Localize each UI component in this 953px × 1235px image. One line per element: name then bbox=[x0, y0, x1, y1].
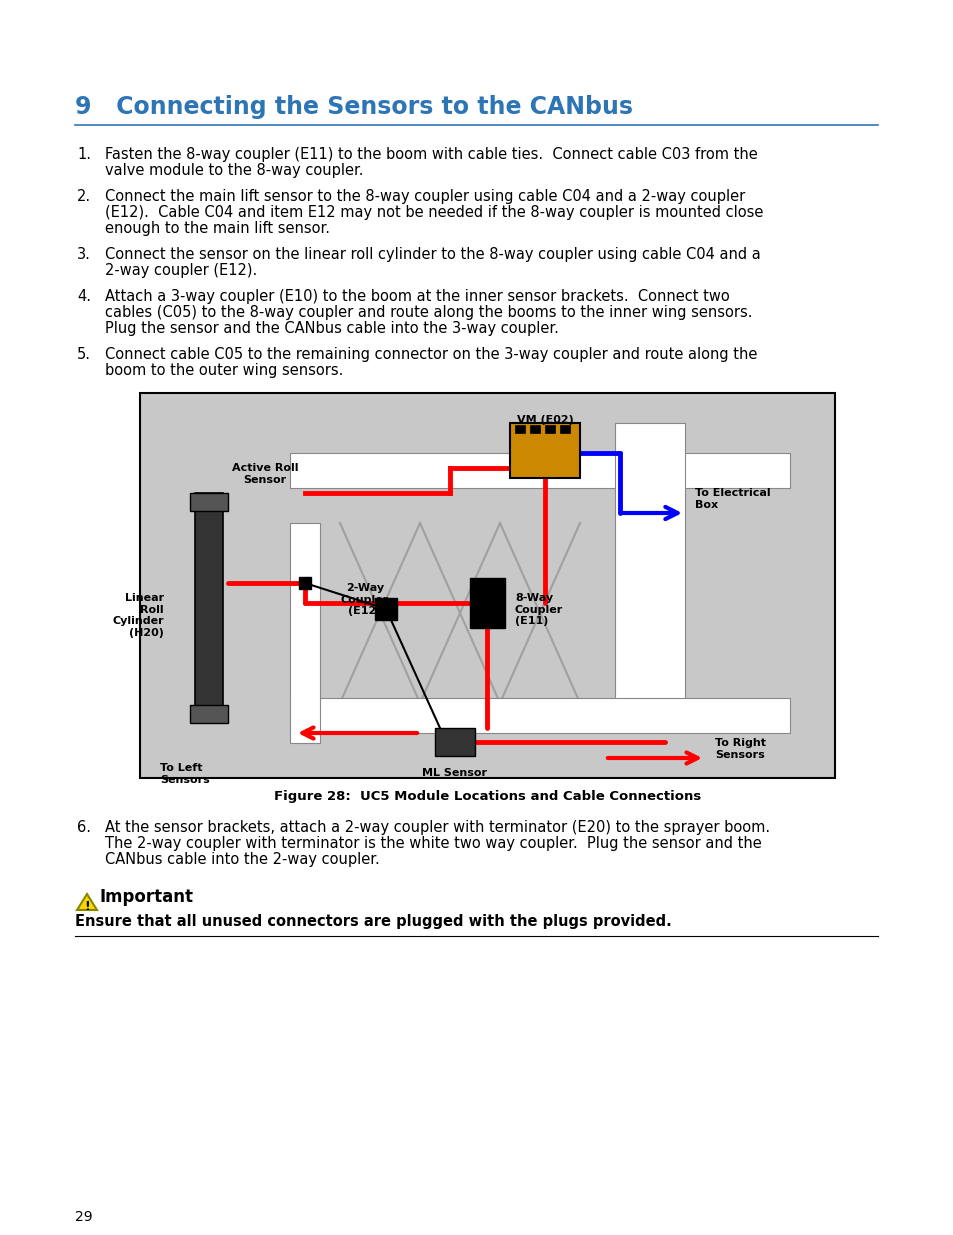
Bar bbox=[194, 493, 223, 722]
Bar bbox=[190, 705, 228, 722]
Text: Important: Important bbox=[100, 888, 193, 906]
Text: CANbus cable into the 2-way coupler.: CANbus cable into the 2-way coupler. bbox=[105, 852, 379, 867]
Text: To Right
Sensors: To Right Sensors bbox=[714, 739, 765, 760]
Text: 9   Connecting the Sensors to the CANbus: 9 Connecting the Sensors to the CANbus bbox=[75, 95, 633, 119]
Bar bbox=[615, 424, 684, 713]
Polygon shape bbox=[77, 894, 97, 910]
Text: 4.: 4. bbox=[77, 289, 91, 304]
Text: Figure 28:  UC5 Module Locations and Cable Connections: Figure 28: UC5 Module Locations and Cabl… bbox=[274, 790, 700, 803]
Text: 5.: 5. bbox=[77, 347, 91, 362]
Text: Ensure that all unused connectors are plugged with the plugs provided.: Ensure that all unused connectors are pl… bbox=[75, 914, 671, 929]
Text: 2-way coupler (E12).: 2-way coupler (E12). bbox=[105, 263, 257, 278]
Text: Attach a 3-way coupler (E10) to the boom at the inner sensor brackets.  Connect : Attach a 3-way coupler (E10) to the boom… bbox=[105, 289, 729, 304]
Text: Fasten the 8-way coupler (E11) to the boom with cable ties.  Connect cable C03 f: Fasten the 8-way coupler (E11) to the bo… bbox=[105, 147, 757, 162]
Bar bbox=[375, 598, 396, 620]
Text: Plug the sensor and the CANbus cable into the 3-way coupler.: Plug the sensor and the CANbus cable int… bbox=[105, 321, 558, 336]
Text: To Electrical
Box: To Electrical Box bbox=[695, 488, 770, 510]
Text: The 2-way coupler with terminator is the white two way coupler.  Plug the sensor: The 2-way coupler with terminator is the… bbox=[105, 836, 760, 851]
Text: 29: 29 bbox=[75, 1210, 92, 1224]
Text: Linear
Roll
Cylinder
(H20): Linear Roll Cylinder (H20) bbox=[112, 593, 164, 637]
Bar bbox=[544, 425, 555, 433]
Bar bbox=[510, 424, 579, 478]
Text: enough to the main lift sensor.: enough to the main lift sensor. bbox=[105, 221, 330, 236]
Bar bbox=[140, 393, 834, 778]
Text: boom to the outer wing sensors.: boom to the outer wing sensors. bbox=[105, 363, 343, 378]
Text: VM (E02): VM (E02) bbox=[517, 415, 573, 425]
Text: Active Roll
Sensor: Active Roll Sensor bbox=[232, 463, 298, 484]
Text: valve module to the 8-way coupler.: valve module to the 8-way coupler. bbox=[105, 163, 363, 178]
Bar bbox=[435, 727, 475, 756]
Bar bbox=[559, 425, 569, 433]
Bar bbox=[515, 425, 524, 433]
Bar bbox=[290, 698, 789, 734]
Text: (E12).  Cable C04 and item E12 may not be needed if the 8-way coupler is mounted: (E12). Cable C04 and item E12 may not be… bbox=[105, 205, 762, 220]
Bar bbox=[530, 425, 539, 433]
Text: Connect cable C05 to the remaining connector on the 3-way coupler and route alon: Connect cable C05 to the remaining conne… bbox=[105, 347, 757, 362]
Text: Connect the sensor on the linear roll cylinder to the 8-way coupler using cable : Connect the sensor on the linear roll cy… bbox=[105, 247, 760, 262]
Text: 6.: 6. bbox=[77, 820, 91, 835]
Text: At the sensor brackets, attach a 2-way coupler with terminator (E20) to the spra: At the sensor brackets, attach a 2-way c… bbox=[105, 820, 769, 835]
Text: 2-Way
Coupler
(E12): 2-Way Coupler (E12) bbox=[340, 583, 389, 616]
Bar bbox=[470, 578, 504, 629]
Bar bbox=[190, 493, 228, 511]
Text: cables (C05) to the 8-way coupler and route along the booms to the inner wing se: cables (C05) to the 8-way coupler and ro… bbox=[105, 305, 752, 320]
Text: To Left
Sensors: To Left Sensors bbox=[160, 763, 210, 784]
Text: ML Sensor: ML Sensor bbox=[422, 768, 487, 778]
Text: Connect the main lift sensor to the 8-way coupler using cable C04 and a 2-way co: Connect the main lift sensor to the 8-wa… bbox=[105, 189, 744, 204]
Bar bbox=[290, 453, 789, 488]
Text: 1.: 1. bbox=[77, 147, 91, 162]
Text: 2.: 2. bbox=[77, 189, 91, 204]
Text: 8-Way
Coupler
(E11): 8-Way Coupler (E11) bbox=[515, 593, 562, 626]
Bar bbox=[290, 522, 319, 743]
Text: 3.: 3. bbox=[77, 247, 91, 262]
Text: !: ! bbox=[84, 899, 90, 913]
